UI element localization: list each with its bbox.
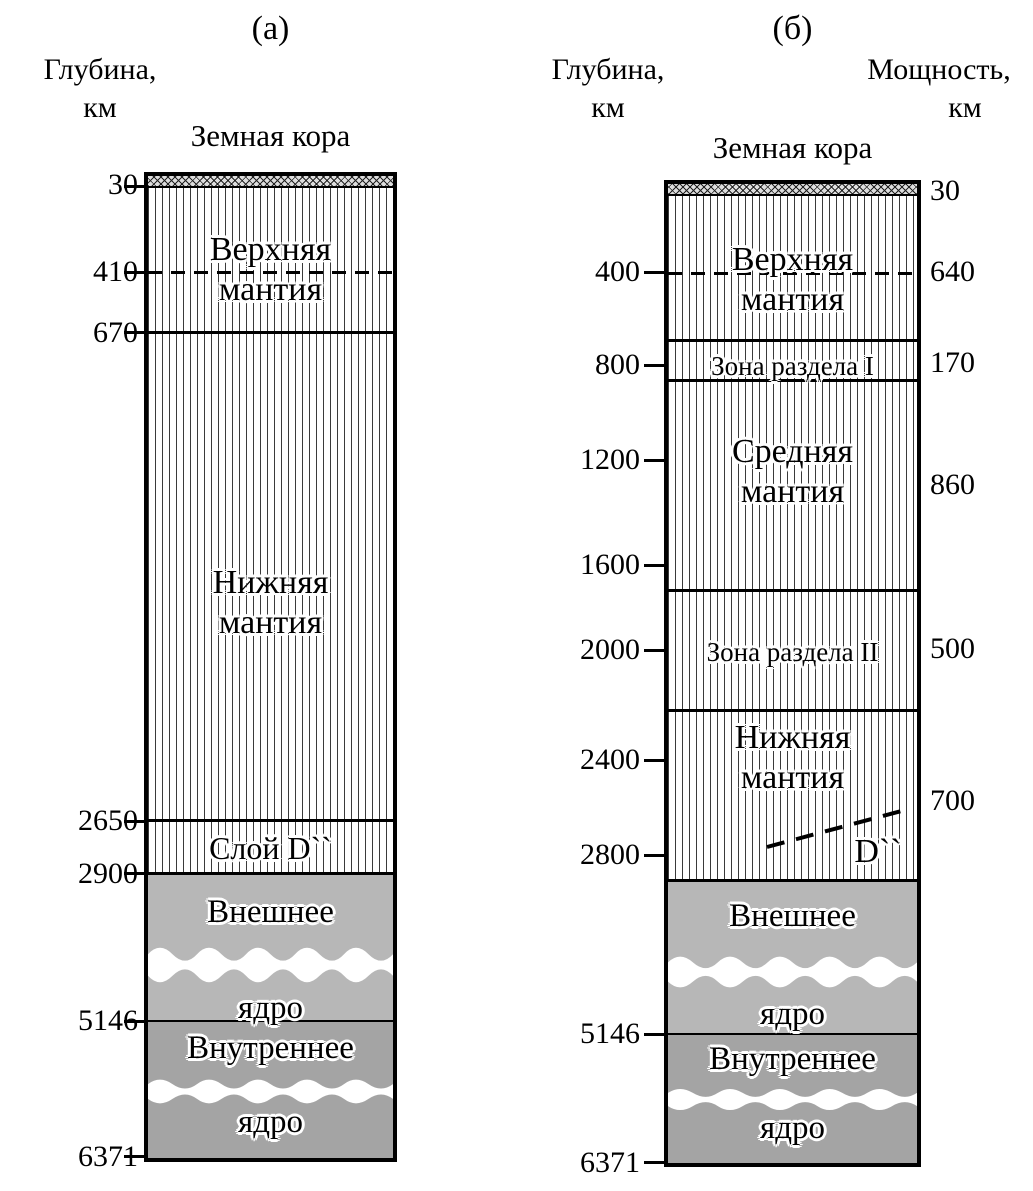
- stratigraphic-column-a: [144, 172, 397, 1162]
- upper-mantle-label-b-line1: Верхняя: [731, 241, 854, 278]
- tick-mark-a-5146: [124, 1020, 144, 1023]
- upper-mantle-label-a-line2: мантия: [218, 271, 323, 308]
- wavy-break-inner-core-a: [148, 1079, 393, 1104]
- layer-middle-mantle-b: [668, 382, 917, 592]
- d-layer-dashed-line-b: [766, 807, 910, 849]
- upper-mantle-label-a-line1: Верхняя: [209, 231, 332, 268]
- tick-mark-b-800: [644, 364, 664, 367]
- panel-a-title: (а): [251, 10, 290, 47]
- panel-b-thickness-axis-unit: км: [948, 91, 982, 124]
- depth-tick-a-670: 670: [93, 316, 138, 349]
- layer-crust-a: [148, 176, 393, 188]
- inner-core-label-a-line1: Внутреннее: [187, 1030, 354, 1066]
- middle-mantle-label-b: Средняя мантия: [664, 432, 921, 512]
- panel-b-title: (б): [772, 10, 813, 47]
- inner-core-label-a-line2: ядро: [238, 1104, 303, 1140]
- outer-core-label-b-line1: Внешнее: [729, 898, 856, 934]
- panel-b-depth-axis-unit: км: [591, 91, 625, 124]
- layer-upper-mantle-b: [668, 196, 917, 342]
- tick-mark-a-30: [124, 185, 144, 188]
- layer-d-double-prime-a: [148, 822, 393, 875]
- layer-crust-b: [668, 184, 917, 196]
- layer-lower-mantle-b: [668, 712, 917, 882]
- lower-mantle-label-b-line1: Нижняя: [734, 719, 851, 756]
- dashed-boundary-400-b: [668, 272, 917, 275]
- wavy-break-outer-core-b: [668, 956, 917, 988]
- tick-mark-b-2000: [644, 649, 664, 652]
- zone2-label-b: Зона раздела II: [706, 637, 879, 667]
- layer-zone1-b: [668, 342, 917, 382]
- depth-tick-b-400: 400: [595, 255, 640, 288]
- depth-tick-a-410: 410: [93, 255, 138, 288]
- thickness-label-upper-mantle: 640: [930, 255, 975, 288]
- middle-mantle-label-b-line1: Средняя: [731, 433, 854, 470]
- tick-mark-a-2650: [124, 820, 144, 823]
- lower-mantle-label-a-line2: мантия: [218, 604, 323, 641]
- thickness-label-lower-mantle: 700: [930, 784, 975, 817]
- tick-mark-a-410: [124, 271, 144, 274]
- tick-mark-b-400: [644, 271, 664, 274]
- lower-mantle-label-b-line2: мантия: [740, 759, 845, 796]
- panel-a-depth-axis-unit: км: [83, 91, 117, 124]
- lower-mantle-label-a: Нижняя мантия: [144, 563, 397, 643]
- d-layer-label-a: Слой D``: [209, 830, 332, 866]
- wavy-break-inner-core-b: [668, 1088, 917, 1111]
- upper-mantle-label-b-line2: мантия: [740, 281, 845, 318]
- upper-mantle-label-b: Верхняя мантия: [664, 240, 921, 320]
- outer-core-label-a-line1: Внешнее: [207, 894, 334, 930]
- depth-tick-a-6371: 6371: [78, 1140, 138, 1173]
- inner-core-label-b-line2: ядро: [760, 1110, 825, 1146]
- dashed-boundary-410-a: [148, 271, 393, 274]
- layer-upper-mantle-a: [148, 188, 393, 334]
- tick-mark-a-6371: [124, 1155, 144, 1158]
- zone1-label-b: Зона раздела I: [711, 351, 874, 381]
- panel-a-depth-axis-label: Глубина,: [43, 53, 157, 86]
- depth-tick-b-1600: 1600: [580, 548, 640, 581]
- depth-tick-a-2650: 2650: [78, 804, 138, 837]
- panel-b-thickness-axis-label: Мощность,: [867, 53, 1011, 86]
- stratigraphic-column-b: [664, 180, 921, 1167]
- layer-lower-mantle-a: [148, 334, 393, 822]
- thickness-label-zone1: 170: [930, 346, 975, 379]
- tick-mark-b-2800: [644, 854, 664, 857]
- depth-tick-b-2800: 2800: [580, 838, 640, 871]
- lower-mantle-label-b: Нижняя мантия: [664, 718, 921, 798]
- thickness-label-crust: 30: [930, 174, 960, 207]
- depth-tick-b-5146: 5146: [580, 1017, 640, 1050]
- lower-mantle-label-a-line1: Нижняя: [212, 564, 329, 601]
- layer-zone2-b: [668, 592, 917, 712]
- depth-tick-b-6371: 6371: [580, 1146, 640, 1179]
- panel-b-crust-label: Земная кора: [712, 130, 873, 165]
- panel-a-crust-label: Земная кора: [190, 118, 351, 153]
- depth-tick-b-1200: 1200: [580, 443, 640, 476]
- thickness-label-middle-mantle: 860: [930, 468, 975, 501]
- tick-mark-b-2400: [644, 759, 664, 762]
- tick-mark-b-6371: [644, 1161, 664, 1164]
- d-layer-label-b: D``: [854, 833, 902, 870]
- inner-core-label-b-line1: Внутреннее: [709, 1041, 876, 1077]
- depth-tick-b-2000: 2000: [580, 633, 640, 666]
- upper-mantle-label-a: Верхняя мантия: [144, 230, 397, 310]
- depth-tick-b-800: 800: [595, 348, 640, 381]
- tick-mark-a-670: [124, 331, 144, 334]
- depth-tick-b-2400: 2400: [580, 743, 640, 776]
- depth-tick-a-2900: 2900: [78, 857, 138, 890]
- outer-core-label-a-line2: ядро: [238, 990, 303, 1026]
- thickness-label-zone2: 500: [930, 632, 975, 665]
- panel-b-depth-axis-label: Глубина,: [551, 53, 665, 86]
- middle-mantle-label-b-line2: мантия: [740, 473, 845, 510]
- tick-mark-b-5146: [644, 1033, 664, 1036]
- tick-mark-b-1600: [644, 564, 664, 567]
- depth-tick-a-30: 30: [108, 168, 138, 201]
- wavy-break-outer-core-a: [148, 947, 393, 983]
- tick-mark-a-2900: [124, 872, 144, 875]
- outer-core-label-b-line2: ядро: [760, 996, 825, 1032]
- tick-mark-b-1200: [644, 459, 664, 462]
- depth-tick-a-5146: 5146: [78, 1004, 138, 1037]
